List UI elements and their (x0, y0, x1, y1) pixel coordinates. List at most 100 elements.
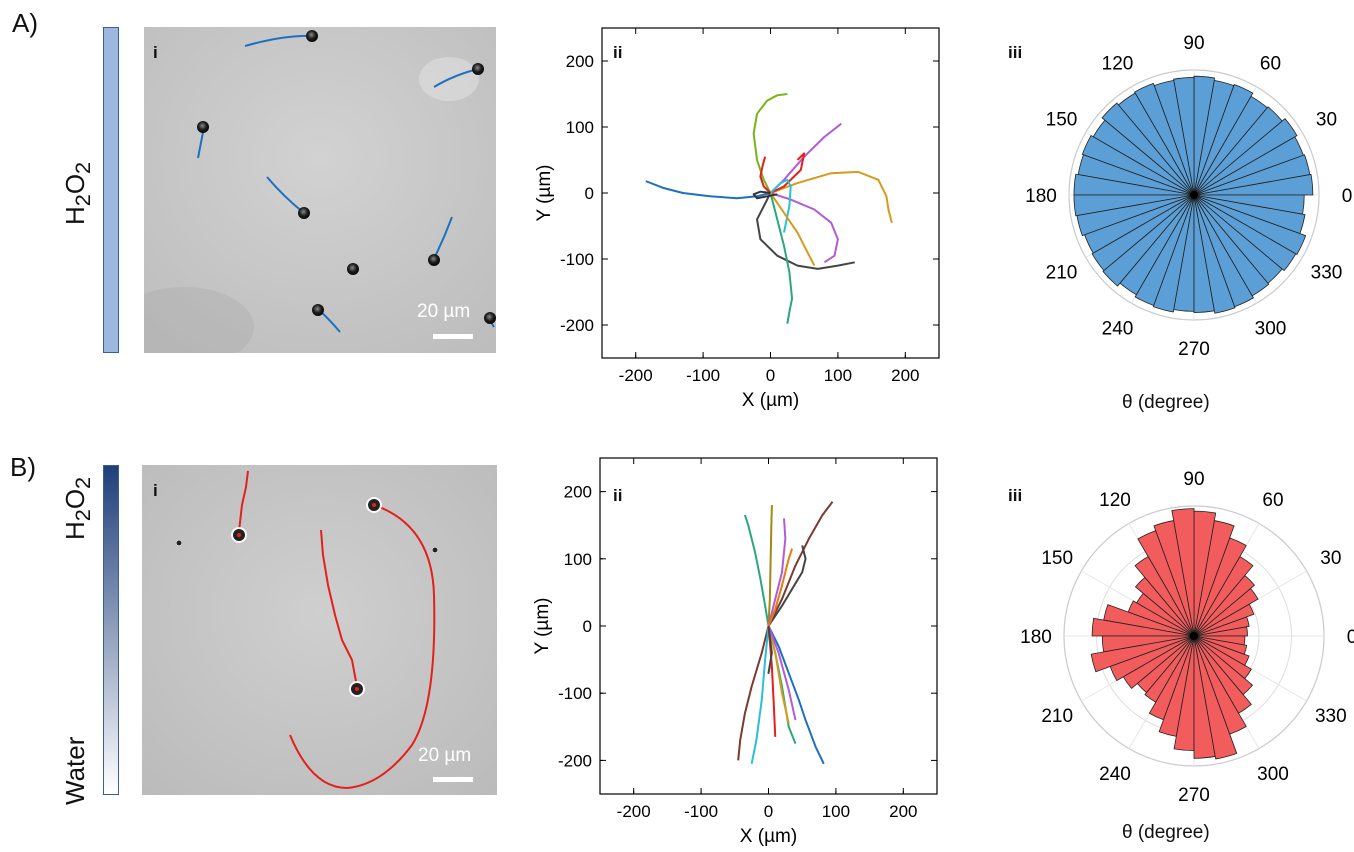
polar-angle-label: 300 (1255, 319, 1287, 340)
polar-bin (1081, 135, 1195, 196)
y-tick-label: -200 (560, 316, 594, 335)
polar-angle-label: 30 (1320, 548, 1341, 569)
polar-angle-label: 210 (1046, 263, 1078, 284)
microbot-bead (197, 121, 209, 133)
polar-angle-label: 90 (1183, 469, 1204, 490)
x-tick-label: -100 (686, 366, 720, 385)
concentration-bar-b (103, 465, 119, 795)
polar-bin (1101, 102, 1195, 196)
trajectory-line (645, 180, 771, 200)
micrograph-a: i 20 µm (144, 27, 496, 353)
polar-bin (1193, 635, 1248, 655)
scale-bar-a (433, 334, 473, 339)
trajectory-line (750, 625, 770, 764)
trajectory-line (767, 545, 807, 627)
polar-bin (1193, 635, 1254, 696)
polar-angle-label: 240 (1099, 764, 1131, 785)
y-tick-label: 200 (566, 52, 594, 71)
x-tick-label: 0 (766, 366, 775, 385)
polar-bin (1193, 194, 1270, 297)
polar-bin (1193, 194, 1306, 235)
x-tick-label: -100 (684, 802, 718, 821)
polar-bin (1102, 194, 1195, 287)
polar-bin (1193, 83, 1254, 196)
track-path (289, 504, 436, 790)
scale-text-a: 20 µm (417, 301, 471, 322)
polar-angle-label: 270 (1178, 339, 1210, 360)
y-tick-label: 100 (564, 550, 592, 569)
trajectory-line (767, 505, 773, 627)
trajectory-line (767, 625, 773, 675)
polar-angle-label: 60 (1260, 53, 1281, 74)
y-tick-label: 100 (566, 118, 594, 137)
polar-angle-label: 300 (1257, 764, 1289, 785)
bead-center (237, 533, 241, 537)
polar-bin (1193, 154, 1311, 196)
polar-angle-label: 210 (1041, 706, 1073, 727)
microbot-bead (428, 254, 440, 266)
microbot-bead (312, 304, 324, 316)
trajectory-line (769, 178, 792, 233)
trajectory-line (767, 501, 834, 627)
polar-bin (1134, 576, 1195, 637)
polar-bin (1193, 635, 1247, 735)
polar-bin (1152, 194, 1195, 313)
polar-xlabel-b: θ (degree) (1122, 822, 1210, 843)
microbot-bead (432, 547, 438, 553)
x-axis-label: X (µm) (742, 390, 799, 411)
polar-bin (1090, 635, 1195, 673)
polar-angle-label: 90 (1183, 33, 1204, 54)
polar-bin (1193, 635, 1238, 760)
polar-angle-label: 60 (1262, 490, 1283, 511)
polar-angle-label: 240 (1102, 319, 1134, 340)
polar-bin (1193, 635, 1246, 646)
trajectory-line (767, 625, 825, 765)
polar-angle-label: 0 (1342, 186, 1353, 207)
trajectory-line (767, 625, 797, 721)
polar-angle-label: 150 (1041, 548, 1073, 569)
y-tick-label: -100 (558, 684, 592, 703)
concentration-bar-a (103, 27, 119, 353)
x-tick-label: -200 (617, 802, 651, 821)
bead-center (355, 687, 359, 691)
polar-angle-label: 0 (1347, 627, 1354, 648)
micrograph-b: i 20 µm (142, 465, 497, 795)
trajectory-line (759, 156, 772, 194)
polar-angle-label: 180 (1025, 186, 1057, 207)
polar-xlabel-a: θ (degree) (1122, 392, 1210, 413)
polar-angle-label: 120 (1102, 53, 1134, 74)
polar-angle-label: 120 (1099, 490, 1131, 511)
trajectory-line (737, 625, 770, 761)
x-axis-label: X (µm) (740, 826, 797, 847)
polar-angle-label: 150 (1046, 110, 1078, 131)
panel-tag-b-iii: iii (1008, 486, 1023, 505)
trajectory-line (743, 514, 770, 627)
x-tick-label: -200 (619, 366, 653, 385)
polar-bin (1193, 635, 1252, 714)
polar-bin (1193, 194, 1236, 314)
micrograph-b-image (142, 465, 497, 795)
microbot-beads-b (176, 497, 438, 697)
polar-angle-label: 270 (1178, 785, 1210, 806)
trajectory-line (752, 190, 778, 200)
trajectory-line (767, 625, 790, 724)
bead-center (372, 503, 376, 507)
polar-bin (1193, 106, 1283, 196)
y-tick-label: 0 (583, 617, 592, 636)
microbot-bead (176, 540, 182, 546)
polar-angle-label: 330 (1311, 263, 1343, 284)
microbot-bead (472, 63, 484, 75)
trajectory-line (769, 192, 816, 267)
panel-tag-b-ii: ii (613, 486, 623, 505)
microbot-bead (347, 263, 359, 275)
track-path (238, 470, 249, 532)
trajectory-line (770, 152, 806, 194)
panel-tag-a-i: i (153, 43, 158, 62)
microbot-beads-a (197, 30, 496, 324)
trajectory-line (767, 518, 787, 627)
trajectory-line (752, 93, 788, 194)
polar-bin (1122, 635, 1195, 689)
